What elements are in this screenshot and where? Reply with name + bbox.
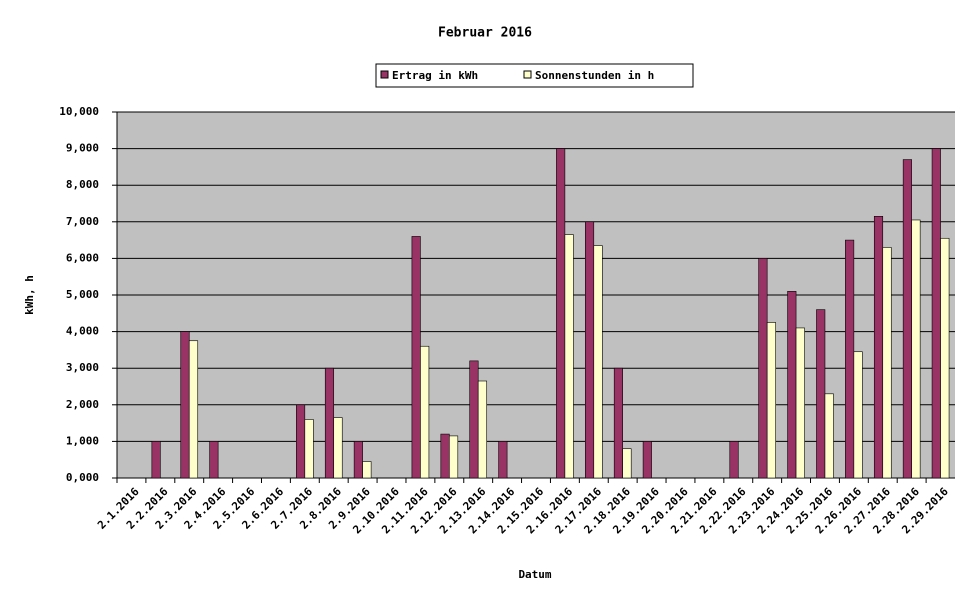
bar — [151, 441, 161, 479]
bar — [766, 322, 776, 479]
y-axis-label: kWh, h — [23, 275, 36, 315]
y-tick-label: 5,000 — [66, 288, 99, 301]
y-tick-label: 2,000 — [66, 398, 99, 411]
bar — [498, 441, 508, 479]
bar — [902, 159, 912, 479]
bar — [873, 216, 884, 479]
bar — [304, 419, 314, 479]
bar — [853, 351, 863, 479]
bar — [362, 461, 372, 479]
bar — [845, 239, 855, 479]
bar — [188, 340, 199, 479]
y-tick-label: 1,000 — [66, 434, 99, 447]
bar — [593, 245, 603, 479]
legend-swatch — [523, 70, 532, 79]
bar — [556, 148, 566, 479]
y-tick-label: 7,000 — [66, 215, 99, 228]
bar — [584, 221, 595, 479]
x-axis-label: Datum — [518, 568, 551, 581]
bar — [469, 360, 479, 479]
bar — [449, 435, 459, 479]
bar — [940, 237, 950, 479]
y-tick-label: 3,000 — [66, 361, 99, 374]
bar — [795, 327, 805, 479]
bar — [296, 404, 306, 479]
bar — [324, 367, 335, 479]
y-tick-label: 4,000 — [66, 325, 99, 338]
y-tick-label: 0,000 — [66, 471, 99, 484]
bar — [622, 448, 632, 479]
bar — [209, 441, 219, 479]
bar — [824, 393, 834, 479]
bar — [477, 380, 488, 479]
bar — [931, 148, 941, 479]
bar — [420, 345, 430, 479]
bar — [180, 331, 190, 479]
bar — [333, 417, 343, 479]
bar — [440, 433, 450, 479]
bar — [787, 291, 797, 479]
bar — [642, 441, 652, 479]
bar — [613, 367, 623, 479]
legend-label: Ertrag in kWh — [392, 69, 478, 82]
bar — [353, 441, 363, 479]
bar — [564, 234, 574, 479]
legend — [375, 63, 694, 88]
bar — [911, 219, 921, 479]
bar — [729, 441, 739, 479]
bar — [882, 247, 892, 479]
legend-swatch — [380, 70, 389, 79]
y-tick-label: 6,000 — [66, 251, 99, 264]
chart-title: Februar 2016 — [438, 26, 532, 41]
y-tick-label: 9,000 — [66, 142, 99, 155]
y-tick-label: 8,000 — [66, 178, 99, 191]
bar — [816, 309, 826, 479]
y-tick-label: 10,000 — [59, 105, 99, 118]
legend-label: Sonnenstunden in h — [535, 69, 654, 82]
bar — [411, 236, 421, 479]
bar — [758, 258, 768, 479]
